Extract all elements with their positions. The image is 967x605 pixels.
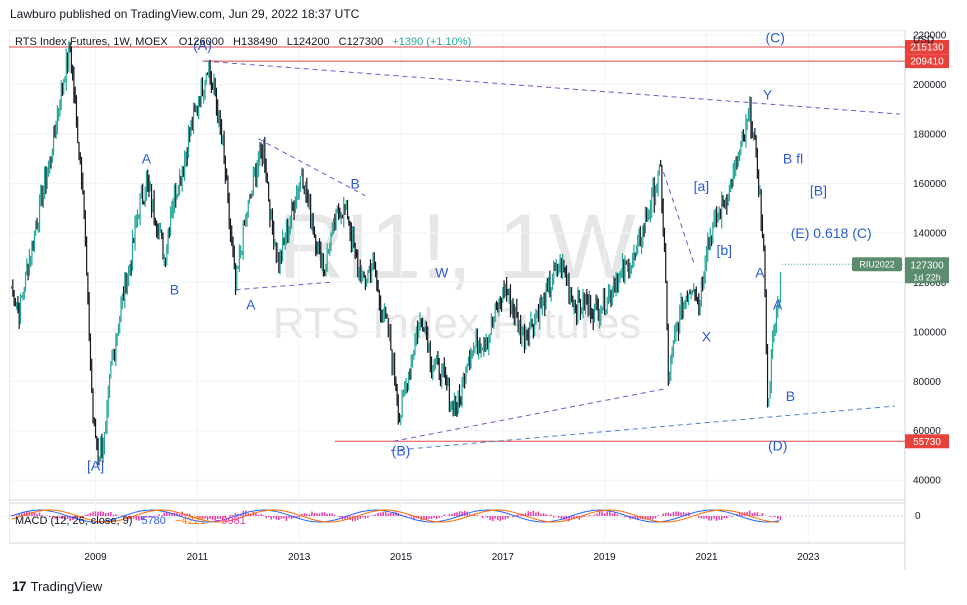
y-tick-label: 180000 [913,129,947,140]
y-tick-label: 60000 [913,426,941,437]
wave-label: [b] [716,242,732,258]
wave-labels: [A] A B (A) A B (B) W X [a] [b] (C) Y B fl [B] (E) 0.61… [87,30,872,473]
macd-line [11,509,780,523]
wave-label: A [142,151,152,167]
y-tick-label: 220000 [913,30,947,41]
time-axis[interactable]: 2009 2011 2013 2015 2017 2019 2021 2023 [84,552,819,563]
level-badge-label: 215130 [910,42,944,53]
wave-label: [a] [694,178,710,194]
x-tick-label: 2019 [594,552,617,563]
wave-label: [A] [87,457,104,473]
wave-label: (D) [768,438,787,454]
x-tick-label: 2021 [695,552,718,563]
y-tick-label: 120000 [913,278,947,289]
macd-value-2: −4221 [175,515,206,527]
macd-value-1: 5780 [141,515,165,527]
wave-label: Y [763,86,773,102]
macd-signal-line [11,509,780,523]
x-tick-label: 2017 [492,552,515,563]
macd-zero-tick: 0 [915,511,921,522]
trendline [204,60,900,115]
y-tick-label: 200000 [913,80,947,91]
wave-label: [B] [810,183,827,199]
level-badge-label: 55730 [913,437,941,448]
trendline [393,388,666,442]
trendline [258,138,366,197]
wave-label: A [755,264,765,280]
ohlc-high: H138490 [233,36,278,48]
y-tick-label: 100000 [913,327,947,338]
current-price-badge: RIU2022 127300 1d 22h [852,257,949,284]
y-tick-label: 140000 [913,228,947,239]
ohlc-change: +1390 (+1.10%) [392,36,471,48]
wave-label: X [702,329,712,345]
tradingview-logo-icon: 17 [12,578,27,594]
y-tick-label: 40000 [913,476,941,487]
ohlc-low: L124200 [287,36,330,48]
x-tick-label: 2011 [187,552,209,563]
wave-label: (B) [392,442,411,458]
macd-legend: MACD (12, 26, close, 9) [15,515,132,527]
chart-title: RTS Index Futures, 1W, MOEX [15,36,168,48]
level-badge-bg [905,39,949,54]
price-badge-countdown: 1d 22h [913,272,941,282]
macd-value-3: −9981 [215,515,246,527]
price-chart[interactable]: RI1!, 1W RTS Index Futures [A]AB(A)AB(B)… [9,30,959,570]
level-badge-bg [905,434,949,449]
footer[interactable]: 17 TradingView [12,578,102,594]
symbol-badge: RIU2022 [859,259,895,269]
wave-label: (C) [765,30,784,45]
trendlines [204,60,900,452]
trendline [390,405,895,452]
wave-label: W [435,264,449,280]
trendline [235,281,330,291]
grid [9,30,905,543]
wave-label: (E) 0.618 (C) [791,225,872,241]
price-badge-bg [905,257,949,284]
wave-label: A [773,297,783,313]
x-tick-label: 2015 [390,552,413,563]
macd-series [9,509,905,523]
currency-label: USD [913,35,934,46]
wave-label: B [351,175,360,191]
wave-label: B [170,282,179,298]
symbol-badge-bg [852,257,902,272]
ohlc-open: O126000 [179,36,224,48]
x-tick-label: 2013 [288,552,311,563]
x-tick-label: 2009 [84,552,107,563]
y-tick-label: 160000 [913,179,947,190]
price-series [10,40,905,466]
wave-label: A [246,297,256,313]
wave-label: B fl [783,151,803,167]
price-axis[interactable]: 40000 60000 80000 100000 120000 140000 160000 1… [905,30,949,487]
wave-label: (A) [193,37,212,53]
footer-brand: TradingView [30,578,103,594]
wave-label: B [786,388,795,404]
price-badge-value: 127300 [910,260,944,271]
watermark-name: RTS Index Futures [273,299,641,348]
ohlc-close: C127300 [339,36,384,48]
svg-text:MACD (12, 26, close, 9): MACD (12, 26, close, 9) 5780 −4221 −9981 [15,515,246,527]
chart-frame[interactable]: RI1!, 1W RTS Index Futures [A] A B (A) A B (B)… [9,30,959,570]
publisher-line: Lawburo published on TradingView.com, Ju… [10,7,360,21]
horizontal-levels [9,46,905,442]
level-badge-bg [905,54,949,69]
level-badge-label: 209410 [910,57,944,68]
y-tick-label: 80000 [913,377,941,388]
svg-text:RTS Index Futures, 1W, MOEX: RTS Index Futures, 1W, MOEX O126000 H138… [15,36,471,48]
x-tick-label: 2023 [797,552,820,563]
